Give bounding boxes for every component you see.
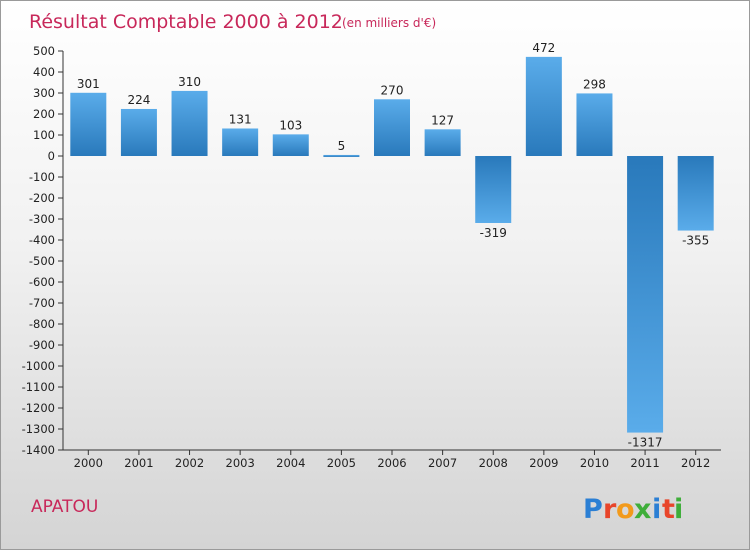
y-tick-label: -1300 [22, 422, 55, 436]
bar-2008 [475, 156, 512, 223]
bar-2005 [323, 154, 360, 157]
y-tick-label: -200 [29, 191, 55, 205]
x-tick-label: 2001 [124, 456, 153, 470]
bar-value-label: 5 [338, 139, 346, 153]
y-tick-label: -1000 [22, 359, 55, 373]
chart-title: Résultat Comptable 2000 à 2012 [29, 11, 343, 33]
x-tick-label: 2004 [276, 456, 305, 470]
bar-2009 [525, 56, 562, 156]
bar-2003 [222, 128, 259, 156]
bar-value-label: 127 [431, 113, 454, 127]
brand-letter: i [674, 494, 683, 525]
y-tick-label: -300 [29, 212, 55, 226]
y-tick-label: -100 [29, 170, 55, 184]
x-tick-label: 2003 [226, 456, 255, 470]
y-tick-label: -800 [29, 317, 55, 331]
y-tick-label: 0 [48, 149, 55, 163]
x-tick-label: 2009 [529, 456, 558, 470]
data-labels: 301 224 310 131 103 5 270 127 -319 472 298 -1317 -35… [77, 41, 709, 450]
y-tick-label: -400 [29, 233, 55, 247]
bar-value-label: -1317 [628, 436, 663, 450]
bar-value-label: 270 [381, 83, 404, 97]
y-axis: 500 400 300 200 100 0 -100 -200 -300 -400 -500 -600… [22, 44, 64, 457]
y-tick-label: 100 [33, 128, 55, 142]
bar-value-label: 103 [279, 118, 302, 132]
bar-series [70, 56, 714, 433]
bar-value-label: 224 [127, 93, 150, 107]
bar-value-label: 131 [229, 112, 252, 126]
y-tick-label: -500 [29, 254, 55, 268]
bar-2007 [424, 129, 461, 156]
brand-letter: i [652, 494, 661, 525]
y-tick-label: 300 [33, 86, 55, 100]
bar-value-label: 298 [583, 77, 606, 91]
bar-value-label: 301 [77, 77, 100, 91]
x-tick-label: 2007 [428, 456, 457, 470]
y-tick-label: -1200 [22, 401, 55, 415]
x-tick-label: 2002 [175, 456, 204, 470]
bar-2000 [70, 92, 107, 156]
x-axis: 2000 2001 2002 2003 2004 2005 2006 2007 2008 2009… [63, 449, 721, 470]
bar-2012 [677, 156, 714, 231]
bar-value-label: -319 [480, 226, 507, 240]
y-tick-label: -900 [29, 338, 55, 352]
brand-letter: r [603, 494, 617, 525]
y-tick-label: -1400 [22, 443, 55, 457]
bar-2011 [627, 156, 664, 433]
y-tick-label: 200 [33, 107, 55, 121]
commune-name: APATOU [31, 497, 98, 517]
bar-value-label: -355 [682, 234, 709, 248]
y-tick-label: -700 [29, 296, 55, 310]
x-tick-label: 2005 [327, 456, 356, 470]
y-tick-label: 500 [33, 44, 55, 58]
brand-letter: x [634, 494, 651, 525]
bar-2001 [120, 108, 157, 156]
bar-2004 [272, 134, 309, 156]
x-tick-label: 2012 [681, 456, 710, 470]
chart-subtitle: (en milliers d'€) [342, 16, 436, 30]
x-tick-label: 2000 [74, 456, 103, 470]
bar-2002 [171, 90, 208, 156]
brand-letter: o [616, 494, 635, 525]
y-tick-label: -1100 [22, 380, 55, 394]
bar-2010 [576, 93, 613, 156]
x-tick-label: 2006 [377, 456, 406, 470]
bar-value-label: 310 [178, 75, 201, 89]
brand-letter: P [583, 494, 603, 525]
bar-value-label: 472 [532, 41, 555, 55]
y-tick-label: -600 [29, 275, 55, 289]
brand-letter: t [662, 494, 675, 525]
bar-2006 [374, 99, 410, 156]
x-tick-label: 2008 [479, 456, 508, 470]
x-tick-label: 2010 [580, 456, 609, 470]
x-tick-label: 2011 [630, 456, 659, 470]
y-tick-label: 400 [33, 65, 55, 79]
